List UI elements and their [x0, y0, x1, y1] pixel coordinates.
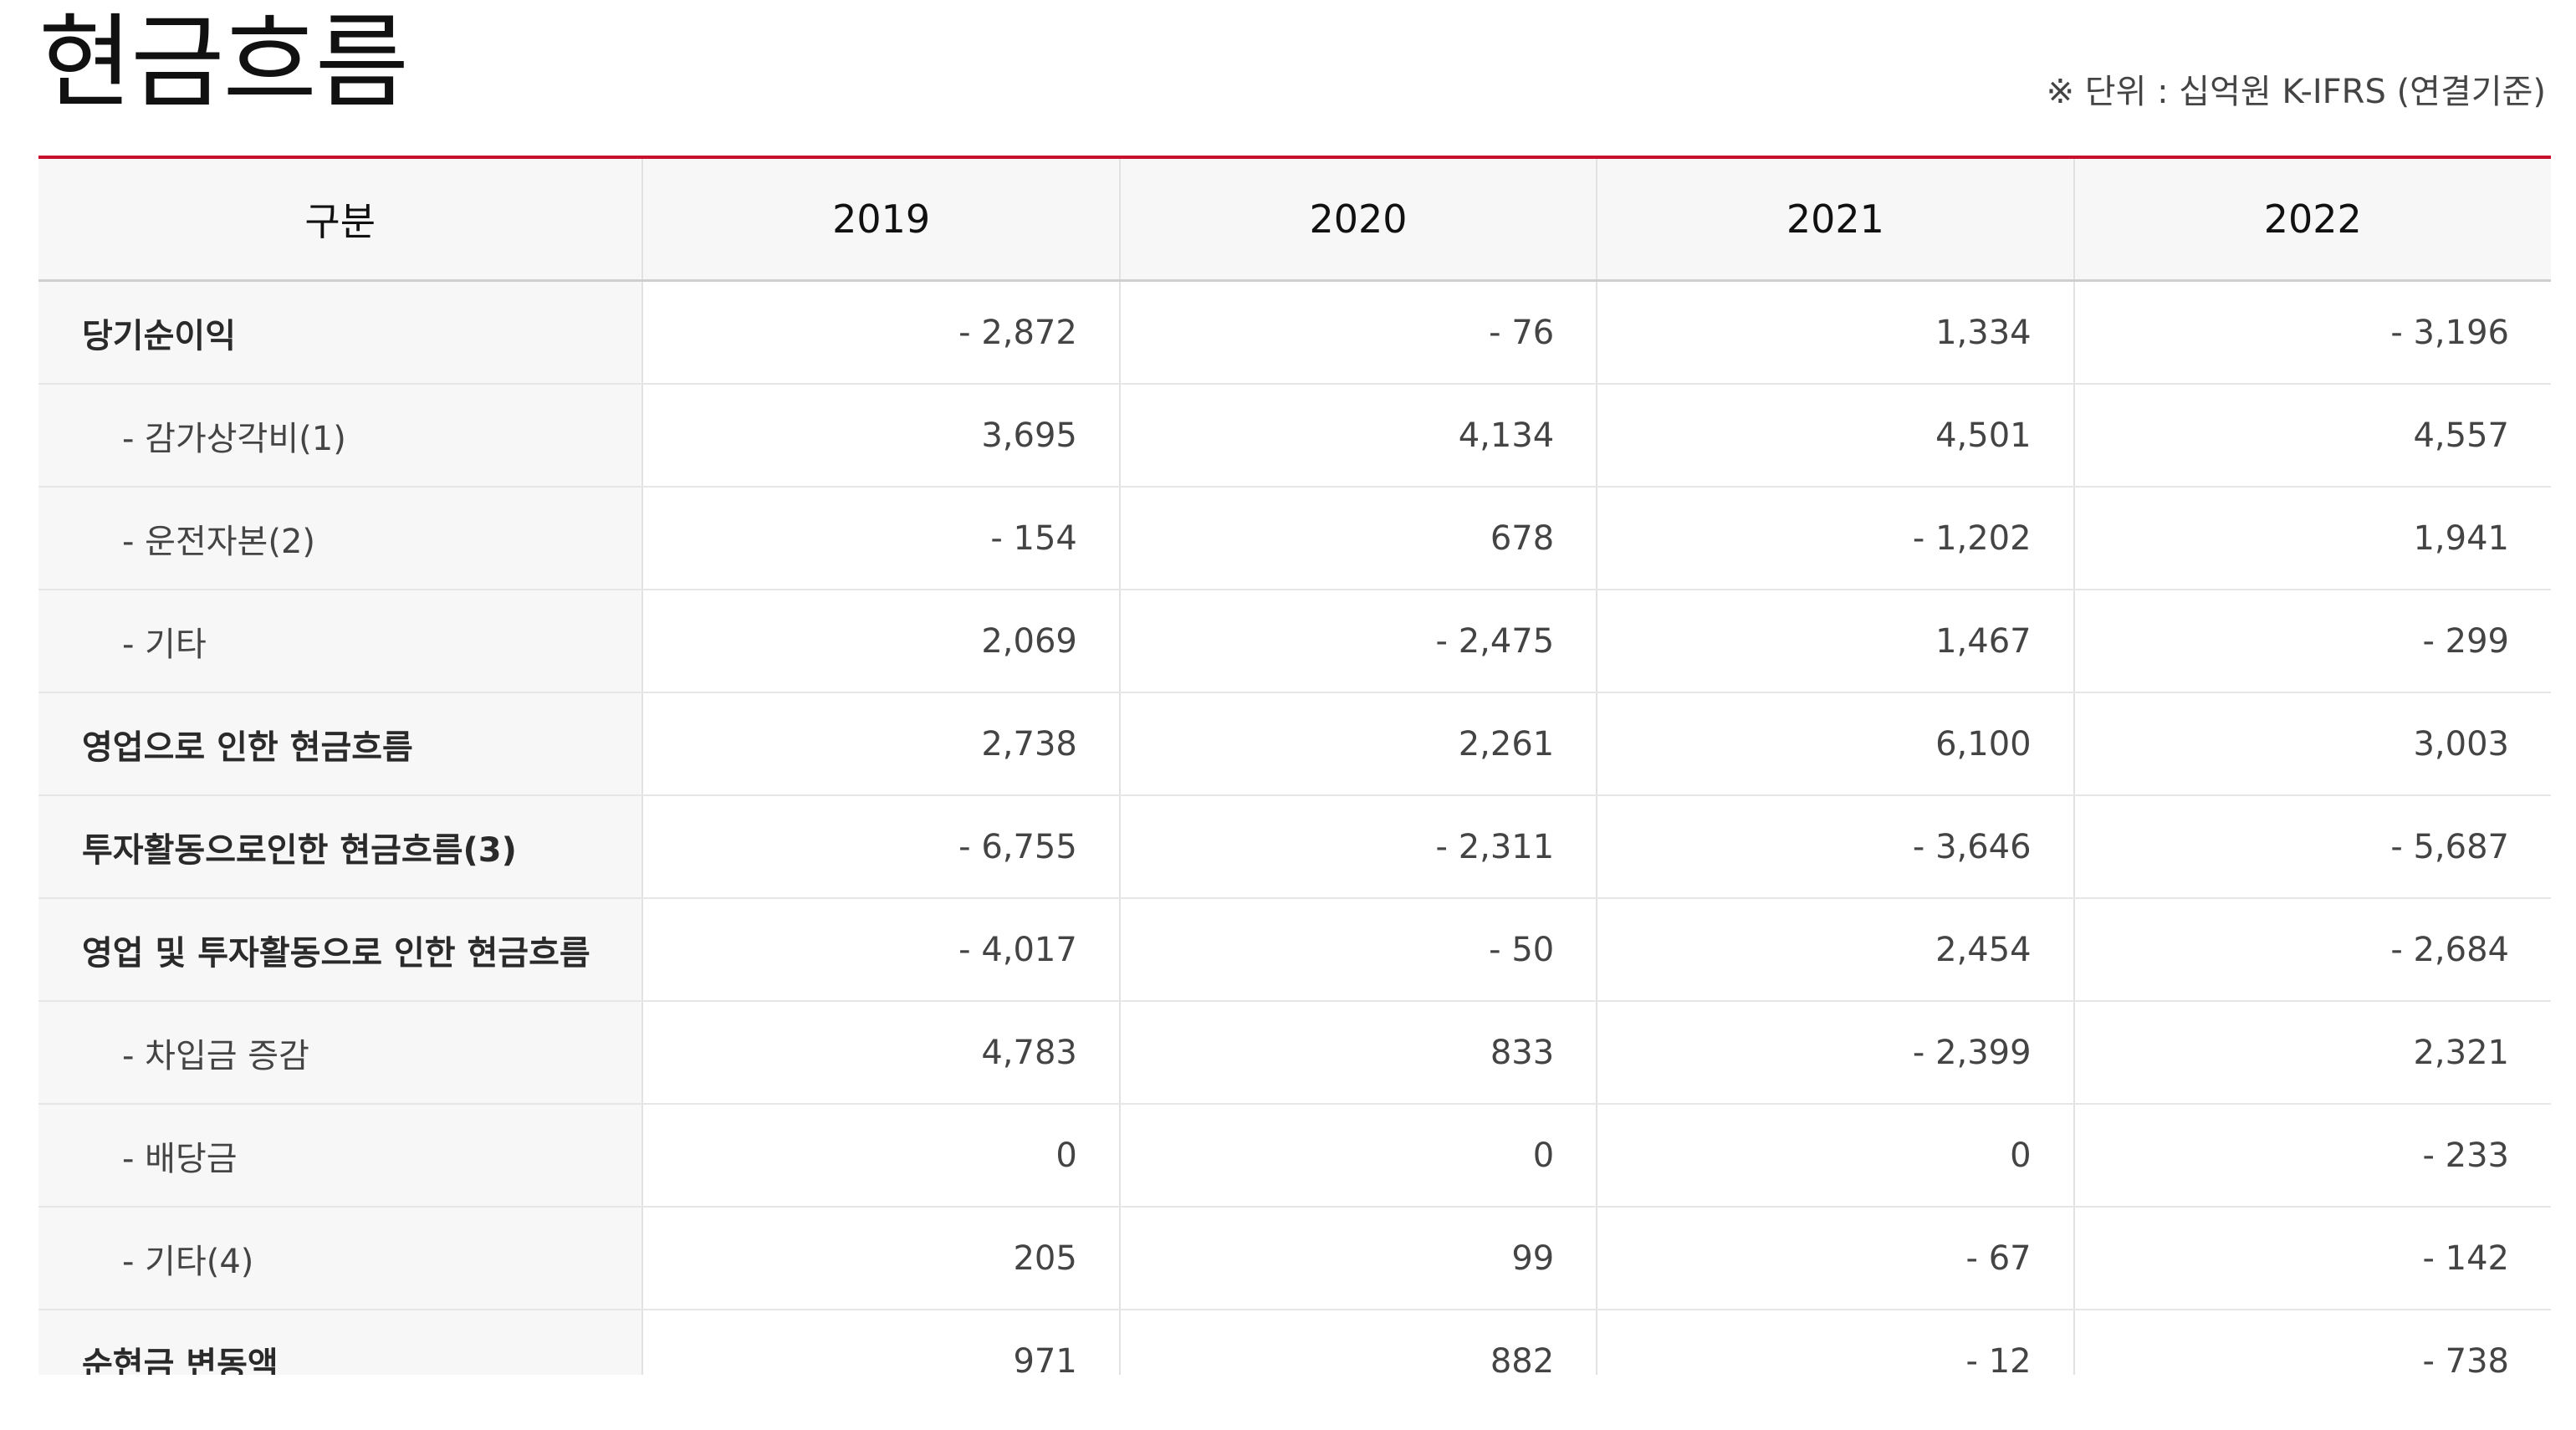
header-year-2019: 2019 [641, 159, 1120, 282]
cell-value: - 2,399 [1596, 1001, 2074, 1105]
cell-value: - 2,475 [1118, 590, 1597, 693]
cell-value: - 12 [1596, 1310, 2074, 1375]
row-label: 영업으로 인한 현금흐름 [38, 692, 643, 796]
cell-value: 2,738 [641, 692, 1120, 796]
page-title: 현금흐름 [38, 3, 409, 122]
table-row: - 기타(4) 205 99 - 67 - 142 [38, 1207, 2551, 1310]
table-row: 영업으로 인한 현금흐름 2,738 2,261 6,100 3,003 [38, 692, 2551, 796]
row-label: 순현금 변동액 [38, 1310, 643, 1375]
cell-value: 6,100 [1596, 692, 2074, 796]
cell-value: 4,501 [1596, 384, 2074, 488]
cell-value: 2,321 [2073, 1001, 2551, 1105]
cell-value: - 2,872 [641, 280, 1120, 385]
row-label: - 운전자본(2) [38, 487, 643, 590]
cell-value: - 142 [2073, 1207, 2551, 1310]
cell-value: - 4,017 [641, 898, 1120, 1002]
table-body: 당기순이익 - 2,872 - 76 1,334 - 3,196 - 감가상각비… [38, 280, 2551, 1375]
cell-value: - 2,684 [2073, 898, 2551, 1002]
cell-value: 882 [1118, 1310, 1597, 1375]
cell-value: - 76 [1118, 280, 1597, 385]
cell-value: - 6,755 [641, 795, 1120, 899]
cell-value: 2,069 [641, 590, 1120, 693]
row-label: - 감가상각비(1) [38, 384, 643, 488]
cell-value: 0 [1596, 1104, 2074, 1208]
cell-value: 4,783 [641, 1001, 1120, 1105]
table-header: 구분 2019 2020 2021 2022 [38, 159, 2551, 282]
cell-value: - 3,196 [2073, 280, 2551, 385]
row-label: 당기순이익 [38, 280, 643, 385]
table-row: - 기타 2,069 - 2,475 1,467 - 299 [38, 590, 2551, 693]
cell-value: 1,334 [1596, 280, 2074, 385]
cell-value: - 67 [1596, 1207, 2074, 1310]
header-year-2021: 2021 [1596, 159, 2074, 282]
cell-value: 0 [1118, 1104, 1597, 1208]
row-label: 투자활동으로인한 현금흐름(3) [38, 795, 643, 899]
row-label: 영업 및 투자활동으로 인한 현금흐름 [38, 898, 643, 1002]
header-label: 구분 [38, 159, 643, 282]
cell-value: 833 [1118, 1001, 1597, 1105]
header-year-2022: 2022 [2073, 159, 2551, 282]
unit-note: ※ 단위 : 십억원 K-IFRS (연결기준) [2046, 73, 2546, 111]
table-row: - 운전자본(2) - 154 678 - 1,202 1,941 [38, 487, 2551, 590]
cash-flow-table-container: 구분 2019 2020 2021 2022 당기순이익 - 2,872 - 7… [38, 156, 2551, 1375]
table-row: 당기순이익 - 2,872 - 76 1,334 - 3,196 [38, 280, 2551, 385]
row-label: - 배당금 [38, 1104, 643, 1208]
cell-value: - 50 [1118, 898, 1597, 1002]
row-label: - 기타 [38, 590, 643, 693]
table-row: - 배당금 0 0 0 - 233 [38, 1104, 2551, 1208]
header-year-2020: 2020 [1118, 159, 1597, 282]
cell-value: 1,941 [2073, 487, 2551, 590]
cell-value: 4,134 [1118, 384, 1597, 488]
header-row: 구분 2019 2020 2021 2022 [38, 159, 2551, 282]
table-row: 영업 및 투자활동으로 인한 현금흐름 - 4,017 - 50 2,454 -… [38, 898, 2551, 1002]
cell-value: 971 [641, 1310, 1120, 1375]
cell-value: - 2,311 [1118, 795, 1597, 899]
cell-value: 2,261 [1118, 692, 1597, 796]
cell-value: 1,467 [1596, 590, 2074, 693]
table-row: - 감가상각비(1) 3,695 4,134 4,501 4,557 [38, 384, 2551, 488]
cell-value: - 3,646 [1596, 795, 2074, 899]
cell-value: 0 [641, 1104, 1120, 1208]
cell-value: 4,557 [2073, 384, 2551, 488]
cell-value: - 299 [2073, 590, 2551, 693]
row-label: - 차입금 증감 [38, 1001, 643, 1105]
row-label: - 기타(4) [38, 1207, 643, 1310]
cell-value: - 5,687 [2073, 795, 2551, 899]
cell-value: 205 [641, 1207, 1120, 1310]
table-row: 순현금 변동액 971 882 - 12 - 738 [38, 1310, 2551, 1375]
cell-value: - 154 [641, 487, 1120, 590]
cash-flow-table: 구분 2019 2020 2021 2022 당기순이익 - 2,872 - 7… [38, 159, 2551, 1375]
cell-value: 678 [1118, 487, 1597, 590]
cell-value: - 1,202 [1596, 487, 2074, 590]
cell-value: 3,003 [2073, 692, 2551, 796]
cell-value: 2,454 [1596, 898, 2074, 1002]
table-row: - 차입금 증감 4,783 833 - 2,399 2,321 [38, 1001, 2551, 1105]
cell-value: - 738 [2073, 1310, 2551, 1375]
cell-value: 3,695 [641, 384, 1120, 488]
cell-value: - 233 [2073, 1104, 2551, 1208]
table-row: 투자활동으로인한 현금흐름(3) - 6,755 - 2,311 - 3,646… [38, 795, 2551, 899]
cell-value: 99 [1118, 1207, 1597, 1310]
